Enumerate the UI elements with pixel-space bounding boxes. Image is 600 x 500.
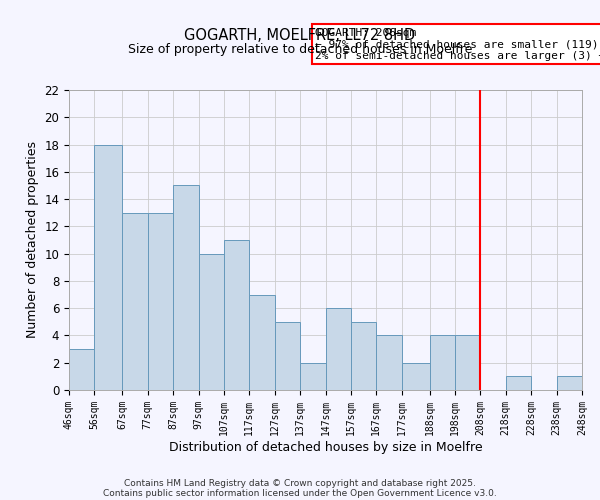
Bar bbox=[430, 336, 455, 390]
Bar bbox=[250, 294, 275, 390]
Text: Size of property relative to detached houses in Moelfre: Size of property relative to detached ho… bbox=[128, 42, 472, 56]
Bar bbox=[122, 212, 148, 390]
Bar bbox=[325, 308, 351, 390]
Bar bbox=[376, 336, 401, 390]
Bar bbox=[94, 144, 122, 390]
Bar bbox=[300, 362, 325, 390]
Bar bbox=[224, 240, 250, 390]
Text: Contains HM Land Registry data © Crown copyright and database right 2025.: Contains HM Land Registry data © Crown c… bbox=[124, 478, 476, 488]
Bar bbox=[275, 322, 300, 390]
Y-axis label: Number of detached properties: Number of detached properties bbox=[26, 142, 39, 338]
Bar bbox=[557, 376, 582, 390]
Bar bbox=[351, 322, 376, 390]
Text: GOGARTH, MOELFRE, LL72 8HD: GOGARTH, MOELFRE, LL72 8HD bbox=[184, 28, 416, 42]
Bar bbox=[506, 376, 531, 390]
Bar bbox=[401, 362, 430, 390]
Text: GOGARTH: 206sqm
← 97% of detached houses are smaller (119)
2% of semi-detached h: GOGARTH: 206sqm ← 97% of detached houses… bbox=[315, 28, 600, 60]
X-axis label: Distribution of detached houses by size in Moelfre: Distribution of detached houses by size … bbox=[169, 440, 482, 454]
Bar bbox=[69, 349, 94, 390]
Bar bbox=[173, 186, 199, 390]
Bar bbox=[148, 212, 173, 390]
Bar bbox=[199, 254, 224, 390]
Bar bbox=[455, 336, 481, 390]
Text: Contains public sector information licensed under the Open Government Licence v3: Contains public sector information licen… bbox=[103, 488, 497, 498]
